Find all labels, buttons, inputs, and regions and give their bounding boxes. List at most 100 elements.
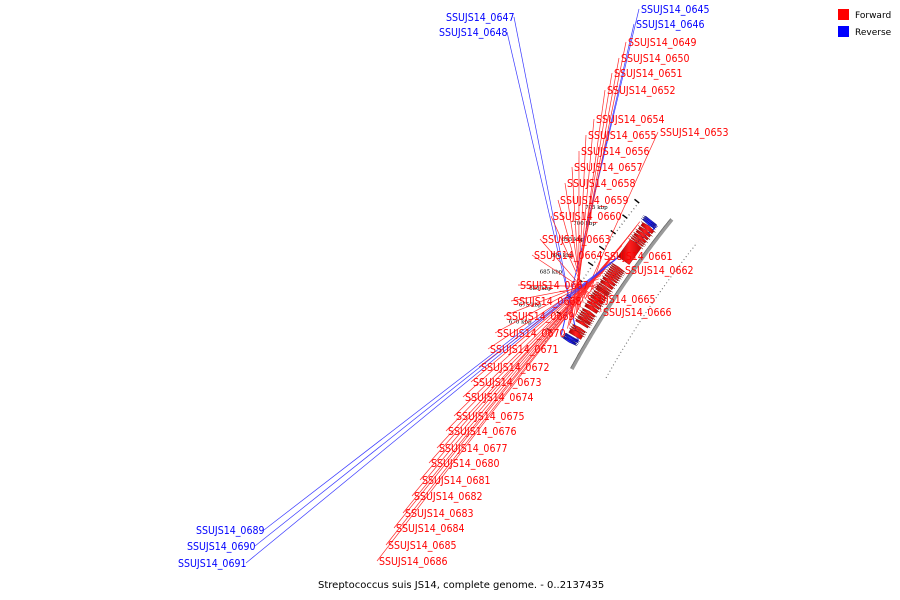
- minor-tick-dot: [611, 367, 613, 369]
- reverse-swatch: [838, 26, 849, 37]
- minor-tick-dot: [661, 288, 664, 290]
- kbp-tick: [585, 274, 587, 276]
- kbp-tick: [596, 258, 598, 260]
- gene-label: SSUJS14_0645: [641, 4, 709, 16]
- gene-arrow: [629, 236, 645, 248]
- minor-tick-dot: [609, 370, 611, 372]
- kbp-tick: [618, 226, 621, 229]
- kbp-tick: [630, 210, 633, 213]
- legend-forward: Forward: [838, 9, 891, 21]
- leader-line: [376, 221, 641, 562]
- minor-tick-dot: [639, 321, 641, 323]
- minor-tick-dot: [674, 270, 676, 272]
- gene-label: SSUJS14_0663: [542, 234, 610, 246]
- gene-label: SSUJS14_0661: [604, 251, 672, 263]
- gene-label: SSUJS14_0650: [621, 53, 689, 65]
- gene-label: SSUJS14_0668: [513, 296, 581, 308]
- minor-tick-dot: [635, 327, 637, 329]
- gene-label: SSUJS14_0689: [196, 525, 264, 537]
- gene-arrow: [637, 225, 653, 238]
- gene-label: SSUJS14_0677: [439, 443, 507, 455]
- kbp-tick: [598, 245, 605, 251]
- minor-tick-dot: [612, 364, 615, 366]
- gene-label: SSUJS14_0667: [520, 280, 588, 292]
- leader-line: [564, 182, 584, 303]
- minor-tick-dot: [629, 336, 631, 338]
- gene-arrow: [576, 314, 593, 325]
- minor-tick-dot: [685, 256, 687, 258]
- gene-arrow: [603, 273, 619, 284]
- gene-label: SSUJS14_0676: [448, 426, 516, 438]
- minor-tick-dot: [687, 253, 690, 255]
- kbp-tick: [628, 214, 630, 216]
- minor-tick-dot: [653, 299, 655, 302]
- gene-arrow: [606, 269, 622, 280]
- kbp-label: 680 kbp: [529, 286, 552, 292]
- minor-tick-dot: [694, 244, 696, 246]
- gene-label: SSUJS14_0652: [607, 85, 675, 97]
- minor-tick-dot: [643, 315, 645, 317]
- gene-label: SSUJS14_0686: [379, 556, 447, 568]
- minor-tick-dot: [692, 247, 694, 249]
- gene-label: SSUJS14_0669: [506, 311, 574, 323]
- leader-line: [584, 283, 596, 300]
- gene-label: SSUJS14_0658: [567, 178, 635, 190]
- gene-label: SSUJS14_0681: [422, 475, 490, 487]
- minor-tick-dot: [631, 333, 633, 335]
- gene-label: SSUJS14_0666: [603, 307, 671, 319]
- gene-label: SSUJS14_0684: [396, 523, 464, 535]
- gene-label: SSUJS14_0670: [497, 328, 565, 340]
- label-leader-lines: [245, 8, 659, 564]
- gene-label: SSUJS14_0655: [588, 130, 656, 142]
- gene-arrow: [641, 218, 656, 230]
- gene-label: SSUJS14_0674: [465, 392, 533, 404]
- minor-tick-dot: [647, 308, 649, 311]
- kbp-label: 685 kbp: [540, 269, 563, 275]
- minor-tick-dot: [633, 330, 635, 332]
- kbp-tick: [621, 223, 623, 225]
- leader-line: [539, 238, 589, 295]
- kbp-tick: [622, 214, 628, 219]
- gene-arrow: [596, 284, 612, 295]
- gene-label: SSUJS14_0672: [481, 362, 549, 374]
- minor-tick-dot: [637, 324, 639, 326]
- gene-label: SSUJS14_0660: [553, 211, 621, 223]
- leader-line: [263, 228, 655, 531]
- gene-arrow: [587, 297, 604, 308]
- gene-arrow: [592, 289, 609, 300]
- leader-line: [462, 266, 608, 398]
- leader-line: [570, 72, 613, 324]
- kbp-label: 705 kbp: [585, 205, 608, 211]
- gene-arrow: [642, 216, 657, 229]
- gene-arrow: [601, 275, 618, 287]
- forward-swatch: [838, 9, 849, 20]
- leader-line: [393, 228, 635, 529]
- leader-line: [245, 225, 658, 564]
- minor-tick-dot: [618, 354, 620, 357]
- gene-label: SSUJS14_0654: [596, 114, 664, 126]
- kbp-tick: [593, 261, 596, 263]
- gene-arrow: [570, 325, 586, 336]
- gene-arrow: [599, 278, 616, 291]
- kbp-tick: [587, 270, 590, 273]
- gene-arrow: [610, 262, 627, 273]
- minor-tick-dot: [625, 342, 628, 344]
- gene-arrow: [575, 316, 592, 326]
- gene-arrow: [609, 263, 625, 275]
- minor-tick-dot: [622, 348, 624, 350]
- gene-label: SSUJS14_0665: [587, 294, 655, 306]
- gene-arrow: [633, 231, 648, 244]
- minor-tick-dot: [666, 282, 668, 284]
- gene-label: SSUJS14_0653: [660, 127, 728, 139]
- leader-line: [513, 16, 579, 343]
- kbp-tick: [587, 261, 594, 267]
- minor-tick-dot: [690, 250, 692, 252]
- minor-tick-dot: [668, 279, 670, 281]
- minor-tick-dot: [614, 361, 616, 363]
- gene-arrow: [635, 228, 651, 241]
- gene-arrow: [563, 332, 580, 342]
- leader-line: [445, 263, 610, 432]
- kbp-tick: [632, 207, 635, 210]
- gene-label: SSUJS14_0690: [187, 541, 255, 553]
- kbp-label: 690 kbp: [551, 253, 574, 259]
